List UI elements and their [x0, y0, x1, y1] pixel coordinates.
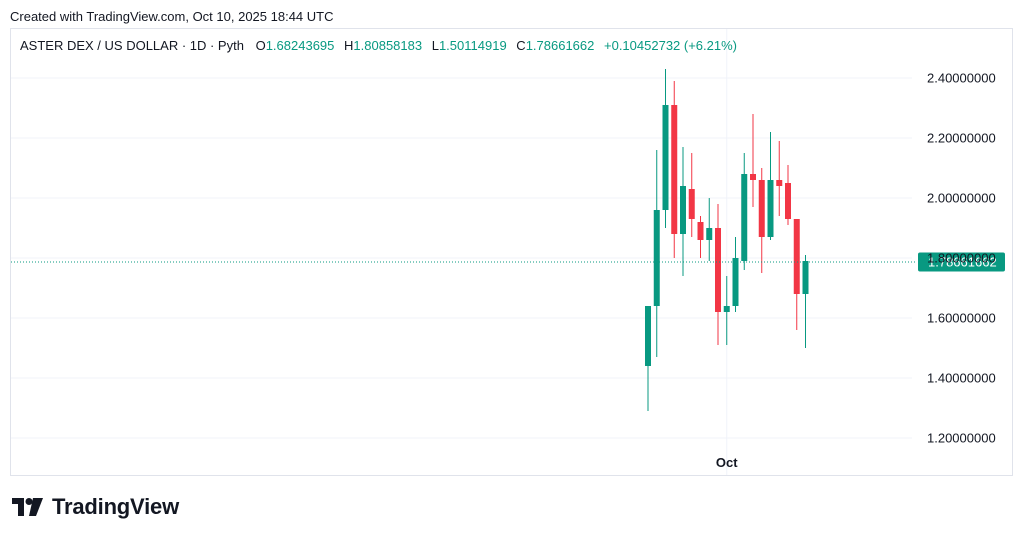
candle-down	[715, 204, 721, 345]
y-tick-label: 2.00000000	[927, 191, 996, 206]
candle-body	[688, 189, 695, 219]
candle-body	[767, 180, 774, 237]
candle-down	[671, 81, 678, 258]
candle-body	[732, 258, 739, 306]
time-axis: Oct	[716, 455, 738, 470]
candle-down	[758, 168, 765, 273]
last-price-badge	[918, 252, 1005, 272]
y-tick-label: 1.20000000	[927, 431, 996, 446]
high-value: 1.80858183	[353, 38, 423, 53]
candle-body	[723, 306, 730, 312]
candle-body	[741, 174, 748, 261]
candle-up	[706, 198, 713, 261]
open-key: O	[255, 38, 266, 53]
grid-lines	[11, 77, 912, 439]
candle-series	[645, 69, 809, 411]
candle-body	[680, 186, 686, 234]
candle-body	[802, 261, 809, 294]
candle-body	[785, 183, 791, 219]
brand-name: TradingView	[52, 494, 179, 519]
change-value: +0.10452732 (+6.21%)	[604, 38, 737, 53]
symbol-label: ASTER DEX / US DOLLAR · 1D · Pyth	[20, 38, 244, 53]
candle-down	[697, 216, 704, 258]
y-tick-label: 2.40000000	[927, 71, 996, 86]
high-key: H	[344, 38, 354, 53]
candle-up	[645, 306, 651, 411]
candle-down	[793, 219, 800, 330]
y-tick-label: 1.60000000	[927, 311, 996, 326]
footer-logo[interactable]: TradingView	[12, 494, 179, 520]
candle-body	[653, 210, 660, 306]
candle-up	[662, 69, 669, 228]
close-value: 1.78661662	[525, 38, 595, 53]
candle-up	[802, 255, 809, 348]
low-value: 1.50114919	[438, 38, 507, 53]
close-key: C	[516, 38, 526, 53]
candle-body	[776, 180, 783, 186]
price-axis: 1.20000000 1.40000000 1.60000000 1.80000000…	[927, 71, 996, 446]
candle-down	[750, 114, 756, 207]
x-tick-label: Oct	[716, 455, 738, 470]
open-value: 1.68243695	[265, 38, 335, 53]
chart-legend: ASTER DEX / US DOLLAR · 1D · Pyth O1.682…	[20, 38, 737, 53]
candle-body	[706, 228, 713, 240]
candle-up	[767, 132, 774, 240]
chart-frame	[10, 28, 1013, 476]
y-tick-label: 1.40000000	[927, 371, 996, 386]
candle-down	[776, 141, 783, 216]
candle-down	[688, 153, 695, 237]
candle-body	[750, 174, 756, 180]
candle-body	[793, 219, 800, 294]
candle-body	[671, 105, 678, 234]
low-key: L	[431, 38, 439, 53]
last-price-label: 1.78661662	[928, 255, 997, 270]
candle-up	[741, 153, 748, 270]
y-tick-label: 1.80000000	[927, 251, 996, 266]
created-timestamp: Created with TradingView.com, Oct 10, 20…	[10, 9, 334, 24]
candle-body	[645, 306, 651, 366]
y-tick-label: 2.20000000	[927, 131, 996, 146]
candle-up	[723, 276, 730, 345]
candle-body	[662, 105, 669, 210]
candle-up	[732, 237, 739, 312]
candle-body	[697, 222, 704, 240]
candle-down	[785, 165, 791, 225]
last-price-line: 1.78661662	[11, 252, 1005, 272]
candle-up	[680, 147, 686, 276]
candle-body	[715, 228, 721, 312]
tradingview-logo-icon	[12, 498, 43, 516]
candle-up	[653, 150, 660, 357]
candle-body	[758, 180, 765, 237]
